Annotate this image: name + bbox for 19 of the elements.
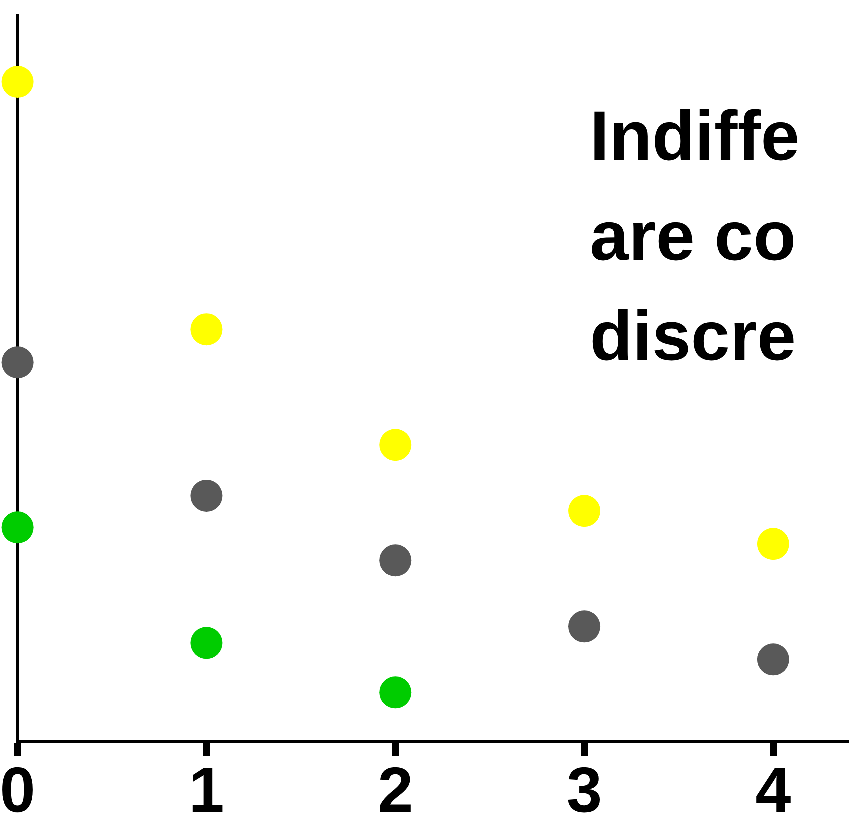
point bbox=[568, 495, 601, 528]
x-tick-label: 0 bbox=[0, 754, 36, 826]
point bbox=[190, 627, 223, 660]
point bbox=[2, 512, 34, 544]
point bbox=[380, 676, 412, 709]
point bbox=[757, 528, 790, 560]
point bbox=[380, 429, 412, 462]
annotation: Indiffe are co discre bbox=[590, 97, 800, 375]
point bbox=[568, 610, 601, 643]
point bbox=[190, 480, 223, 512]
x-tick-label: 4 bbox=[756, 754, 792, 826]
x-tick-label: 1 bbox=[188, 754, 225, 826]
x-tick-label: 3 bbox=[566, 754, 602, 826]
point bbox=[2, 346, 34, 379]
point bbox=[380, 544, 412, 577]
x-tick-label: 2 bbox=[378, 754, 414, 826]
point bbox=[757, 644, 790, 676]
point bbox=[190, 314, 223, 346]
point bbox=[2, 66, 34, 98]
